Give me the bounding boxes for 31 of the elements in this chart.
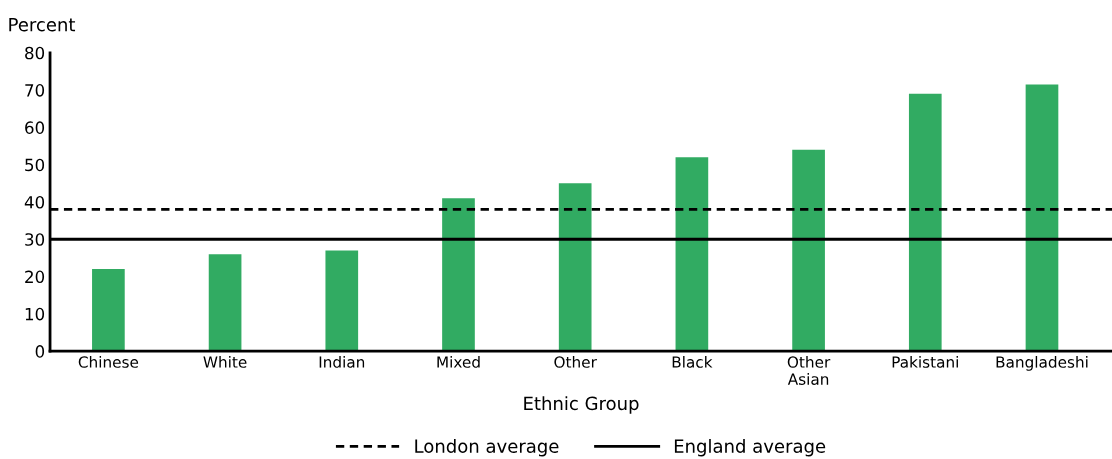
x-tick-label: Indian — [319, 356, 365, 368]
y-tick-label: 20 — [25, 270, 45, 284]
bar — [1025, 84, 1059, 352]
y-axis-title: Percent — [9, 17, 76, 32]
bar — [92, 269, 125, 352]
legend-label: London average — [415, 438, 559, 457]
y-tick-label: 0 — [35, 345, 45, 358]
x-tick-label: White — [203, 356, 247, 368]
legend-label: England average — [674, 438, 826, 457]
y-tick-label: 70 — [25, 84, 45, 97]
y-tick-label: 60 — [25, 121, 45, 134]
bar — [325, 250, 359, 352]
bar — [908, 93, 942, 352]
x-tick-label: Other — [554, 356, 597, 368]
y-tick-label: 30 — [25, 233, 45, 246]
x-axis-title: Ethnic Group — [524, 396, 639, 414]
bar — [558, 183, 592, 352]
x-tick-label: Chinese — [78, 356, 139, 368]
x-tick-label: Black — [672, 356, 713, 368]
y-tick-label: 40 — [24, 195, 45, 209]
x-tick-label: Mixed — [437, 356, 480, 368]
x-tick-label: Pakistani — [892, 356, 958, 368]
bar — [675, 157, 709, 352]
x-tick-label: Other Asian — [787, 356, 831, 385]
y-tick-label: 50 — [25, 158, 45, 172]
bar — [792, 149, 825, 352]
bar — [208, 254, 242, 352]
x-tick-label: Bangladeshi — [996, 356, 1088, 371]
y-tick-label: 10 — [25, 307, 45, 321]
bar — [442, 198, 475, 352]
y-tick-label: 80 — [25, 46, 45, 60]
